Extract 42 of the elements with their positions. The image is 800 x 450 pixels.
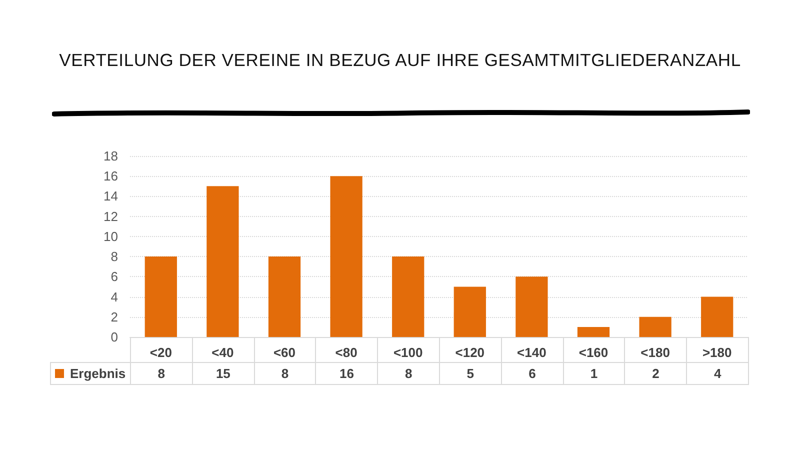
y-tick-label: 12 [104,208,118,224]
data-label: 4 [686,362,749,385]
x-tick-label: <160 [578,345,608,360]
bar [144,256,177,337]
x-tick-label: <20 [150,345,172,360]
bar [206,186,239,337]
data-label: 6 [500,362,564,385]
x-tick-label: <140 [517,345,546,360]
x-tick-label: <40 [212,345,234,360]
y-tick-label: 18 [104,148,118,164]
data-label: 8 [130,362,193,385]
y-tick-label: 14 [104,188,118,204]
data-label: 2 [624,362,688,385]
y-tick-label: 10 [104,228,118,244]
data-label: 1 [562,362,626,385]
x-tick-label: <60 [273,345,296,360]
bar [639,316,672,337]
data-label: 16 [315,362,378,385]
x-tick-label: <180 [640,345,670,360]
y-tick-label: 6 [110,269,118,284]
x-tick-label: >180 [702,345,732,360]
x-tick-label: <100 [393,345,423,360]
chart-title: VERTEILUNG DER VEREINE IN BEZUG AUF IHRE GESAMTMITGLIEDERANZAHL [58,50,742,71]
y-tick-label: 16 [104,168,118,184]
data-label: 8 [254,362,316,385]
bar [701,296,734,337]
data-label: 5 [439,362,502,385]
y-tick-label: 2 [110,309,118,324]
x-tick-label: <80 [335,345,358,360]
y-tick-label: 0 [110,330,118,344]
data-label: 15 [192,362,255,385]
y-tick-label: 8 [110,249,118,264]
bar [330,176,362,337]
y-tick-label: 4 [110,289,118,304]
legend-label: Ergebnis [70,366,126,381]
bar [516,276,548,337]
bar [577,326,610,337]
bar [392,256,424,337]
bar [454,286,486,337]
x-tick-label: <120 [455,345,485,360]
bar [268,256,301,337]
data-label: 8 [377,362,440,385]
